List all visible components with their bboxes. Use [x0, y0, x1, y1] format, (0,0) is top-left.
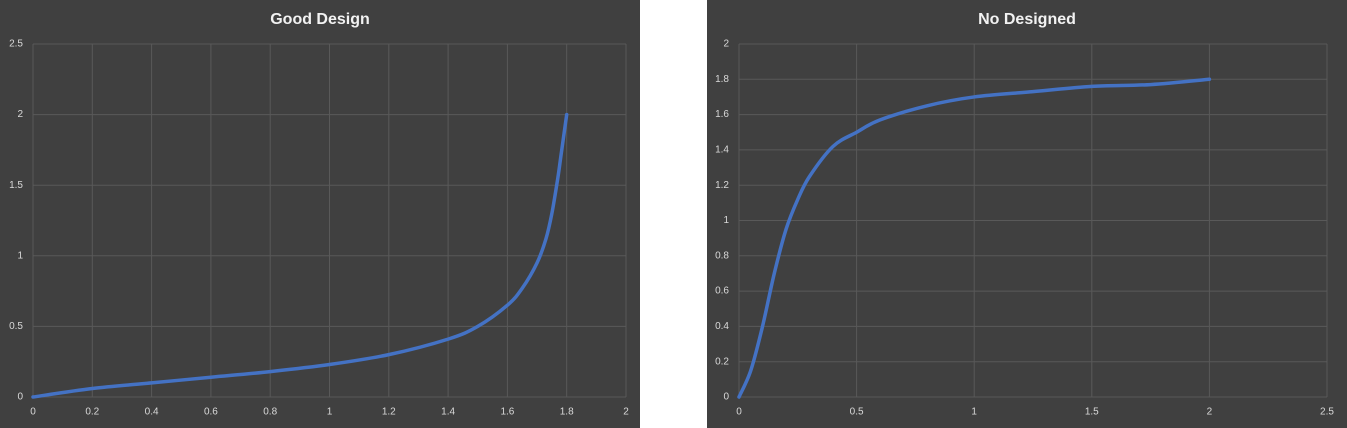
- y-tick-label: 0.8: [715, 250, 729, 261]
- y-tick-label: 1.8: [715, 74, 729, 85]
- x-tick-label: 0: [30, 407, 36, 418]
- x-tick-label: 1.6: [500, 407, 514, 418]
- y-tick-label: 0: [723, 392, 729, 403]
- panel-background: [0, 0, 640, 428]
- x-tick-label: 0.6: [204, 407, 218, 418]
- y-tick-label: 0.5: [9, 321, 23, 332]
- x-tick-label: 2: [1207, 407, 1213, 418]
- x-tick-label: 0.8: [263, 407, 277, 418]
- y-tick-label: 0.4: [715, 321, 729, 332]
- y-tick-label: 0: [17, 392, 23, 403]
- y-tick-label: 1.2: [715, 180, 729, 191]
- y-tick-label: 1.5: [9, 180, 23, 191]
- y-tick-label: 1: [723, 215, 729, 226]
- y-tick-label: 1.6: [715, 109, 729, 120]
- chart-title: Good Design: [270, 11, 370, 28]
- x-tick-label: 2.5: [1320, 407, 1334, 418]
- x-tick-label: 1: [327, 407, 333, 418]
- y-tick-label: 2: [17, 109, 23, 120]
- x-tick-label: 1.4: [441, 407, 455, 418]
- chart-panel: Good Design 0 0.5 1 1.5 2 2.5 0 0.2 0.4 0.6 0.8 1 1.2…: [0, 0, 640, 428]
- chart-panel: No Designed 0 0.2 0.4 0.6 0.8 1 1.2 1.4 1.6 1.8 2 0 0…: [707, 0, 1347, 428]
- y-tick-label: 0.2: [715, 356, 729, 367]
- x-tick-label: 1.2: [382, 407, 396, 418]
- x-tick-label: 0.5: [850, 407, 864, 418]
- chart-title: No Designed: [978, 11, 1076, 28]
- x-tick-label: 0: [736, 407, 742, 418]
- data-line: [737, 77, 1212, 399]
- y-tick-label: 1.4: [715, 145, 729, 156]
- x-tick-label: 0.4: [145, 407, 159, 418]
- data-line: [31, 112, 569, 399]
- y-tick-label: 1: [17, 250, 23, 261]
- y-tick-label: 2: [723, 39, 729, 50]
- y-tick-label: 0.6: [715, 286, 729, 297]
- y-tick-label: 2.5: [9, 39, 23, 50]
- x-tick-label: 1.8: [560, 407, 574, 418]
- x-tick-label: 0.2: [85, 407, 99, 418]
- panel-background: [707, 0, 1347, 428]
- x-tick-label: 2: [623, 407, 629, 418]
- x-tick-label: 1: [971, 407, 977, 418]
- x-tick-label: 1.5: [1085, 407, 1099, 418]
